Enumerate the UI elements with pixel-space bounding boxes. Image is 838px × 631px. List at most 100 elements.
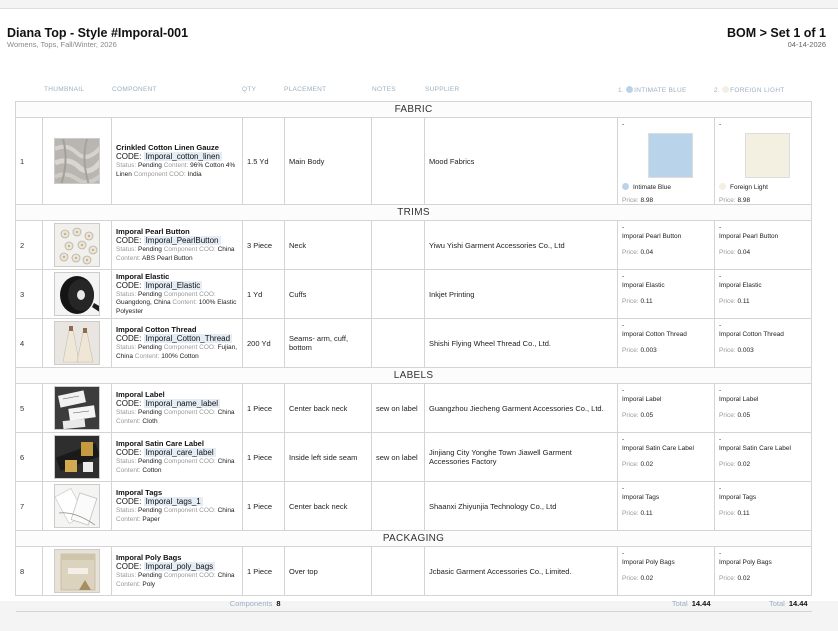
hang-tags-thumbnail[interactable] [54,484,100,528]
component-name[interactable]: Imporal Cotton Thread [116,325,197,334]
supplier[interactable]: Mood Fabrics [424,117,618,205]
table-row[interactable]: 3 Imporal Elastic CODE: Imporal_Elastic … [15,269,813,319]
colorway-component-name: Imporal Poly Bags [622,559,675,566]
status-label: Status: [116,246,137,253]
colorway-1-cell[interactable]: - Imporal Cotton Thread Price: 0.003 [617,318,715,368]
table-row[interactable]: 8 Imporal Poly Bags CODE: Imporal_poly_b… [15,546,813,596]
price-row: Price: 8.98 [719,197,807,204]
component-name[interactable]: Imporal Pearl Button [116,227,190,236]
component-name[interactable]: Imporal Label [116,390,165,399]
table-row[interactable]: 2 Imporal Pearl Button CODE: Imporal_Pea… [15,220,813,270]
placement: Cuffs [284,269,372,319]
poly-bag-thumbnail[interactable] [54,549,100,593]
thumbnail-cell[interactable] [42,546,112,596]
colorway-1-cell[interactable]: - Imporal Poly Bags Price: 0.02 [617,546,715,596]
color-dot [719,183,726,190]
colorway-1-cell[interactable]: - Imporal Elastic Price: 0.11 [617,269,715,319]
component-cell[interactable]: Imporal Pearl Button CODE: Imporal_Pearl… [111,220,243,270]
colorway-1-cell[interactable]: - Imporal Pearl Button Price: 0.04 [617,220,715,270]
component-cell[interactable]: Imporal Cotton Thread CODE: Imporal_Cott… [111,318,243,368]
supplier[interactable]: Shishi Flying Wheel Thread Co., Ltd. [424,318,618,368]
component-cell[interactable]: Imporal Poly Bags CODE: Imporal_poly_bag… [111,546,243,596]
coo-value: Fujian, China [116,344,238,360]
thumbnail-cell[interactable] [42,269,112,319]
thumbnail-cell[interactable] [42,481,112,531]
component-cell[interactable]: Imporal Satin Care Label CODE: Imporal_c… [111,432,243,482]
woven-label-thumbnail[interactable] [54,386,100,430]
colorway-1-cell[interactable]: - Intimate Blue Price: 8.98 [617,117,715,205]
color-swatch[interactable] [745,133,790,178]
placement: Inside left side seam [284,432,372,482]
col-supplier: SUPPLIER [425,86,460,93]
coo-value: China [217,246,235,253]
col-colorway-2[interactable]: 2. FOREIGN LIGHT [714,86,785,94]
components-label: Components [229,599,273,608]
style-subtitle: Womens, Tops, Fall/Winter, 2026 [7,40,117,49]
thumbnail-cell[interactable] [42,432,112,482]
thread-spools-thumbnail[interactable] [54,321,100,365]
quantity: 1 Piece [242,481,285,531]
colorway-2-cell[interactable]: - Imporal Tags Price: 0.11 [713,481,813,531]
row-index: 4 [15,318,43,368]
colorway-2-cell[interactable]: - Imporal Satin Care Label Price: 0.02 [713,432,813,482]
thumbnail-cell[interactable] [42,318,112,368]
component-name[interactable]: Imporal Elastic [116,271,170,281]
elastic-roll-thumbnail[interactable] [54,272,100,316]
style-title: Diana Top - Style #Imporal-001 [7,26,189,40]
colorway-2-cell[interactable]: - Imporal Poly Bags Price: 0.02 [713,546,813,596]
bom-set-indicator[interactable]: BOM > Set 1 of 1 [727,26,826,40]
table-row[interactable]: 6 Imporal Satin Care Label CODE: Imporal… [15,432,813,482]
care-label-thumbnail[interactable] [54,435,100,479]
thumbnail-cell[interactable] [42,383,112,433]
table-row[interactable]: 1 Crinkled Cotton Linen Gauze CODE: Impo… [15,117,813,205]
total-colorway-1: Total 14.44 [617,595,715,612]
price-value: 0.02 [640,461,654,468]
component-cell[interactable]: Imporal Elastic CODE: Imporal_Elastic St… [111,269,243,319]
component-name[interactable]: Crinkled Cotton Linen Gauze [116,143,219,152]
component-cell[interactable]: Imporal Tags CODE: Imporal_tags_1 Status… [111,481,243,531]
coo-value: India [187,170,202,178]
colorway-1-cell[interactable]: - Imporal Satin Care Label Price: 0.02 [617,432,715,482]
status-value: Pending [138,290,162,298]
supplier[interactable]: Shaanxi Zhiyunjia Technology Co., Ltd [424,481,618,531]
table-row[interactable]: 7 Imporal Tags CODE: Imporal_tags_1 Stat… [15,481,813,531]
section-title: LABELS [14,367,813,384]
component-name[interactable]: Imporal Tags [116,488,163,497]
colorway-component-name: Imporal Pearl Button [622,233,682,240]
supplier[interactable]: Guangzhou Jiecheng Garment Accessories C… [424,383,618,433]
content-value: ABS Pearl Button [142,254,193,262]
table-row[interactable]: 4 Imporal Cotton Thread CODE: Imporal_Co… [15,318,813,368]
colorway-2-cell[interactable]: - Foreign Light Price: 8.98 [713,117,813,205]
colorway-2-cell[interactable]: - Imporal Label Price: 0.05 [713,383,813,433]
coo-label: Component COO: [163,290,216,298]
fabric-swatch-thumbnail[interactable] [54,138,100,184]
colorway-1-cell[interactable]: - Imporal Label Price: 0.05 [617,383,715,433]
thumbnail-cell[interactable] [42,220,112,270]
code-label: CODE: [116,562,142,571]
supplier[interactable]: Jinjiang City Yonghe Town Jiawell Garmen… [424,432,618,482]
component-cell[interactable]: Crinkled Cotton Linen Gauze CODE: Impora… [111,117,243,205]
price-value: 0.003 [737,347,754,354]
component-name[interactable]: Imporal Poly Bags [116,553,182,562]
placement: Main Body [284,117,372,205]
price-label: Price: [622,461,639,468]
colorway-2-cell[interactable]: - Imporal Cotton Thread Price: 0.003 [713,318,813,368]
col-colorway-1[interactable]: 1. INTIMATE BLUE [618,86,687,94]
supplier[interactable]: Jcbasic Garment Accessories Co., Limited… [424,546,618,596]
component-name[interactable]: Imporal Satin Care Label [116,439,204,448]
price-label: Price: [719,249,736,256]
colorway-2-cell[interactable]: - Imporal Pearl Button Price: 0.04 [713,220,813,270]
supplier[interactable]: Yiwu Yishi Garment Accessories Co., Ltd [424,220,618,270]
table-row[interactable]: 5 Imporal Label CODE: Imporal_name_label… [15,383,813,433]
component-details: Status: Pending Component COO: Fujian, C… [116,344,238,361]
status-label: Status: [116,458,137,465]
component-cell[interactable]: Imporal Label CODE: Imporal_name_label S… [111,383,243,433]
pearl-buttons-thumbnail[interactable] [54,223,100,267]
thumbnail-cell[interactable] [42,117,112,205]
colorway-2-cell[interactable]: - Imporal Elastic Price: 0.11 [713,269,813,319]
price-label: Price: [622,249,639,256]
colorway-1-cell[interactable]: - Imporal Tags Price: 0.11 [617,481,715,531]
supplier[interactable]: Inkjet Printing [424,269,618,319]
color-swatch[interactable] [648,133,693,178]
